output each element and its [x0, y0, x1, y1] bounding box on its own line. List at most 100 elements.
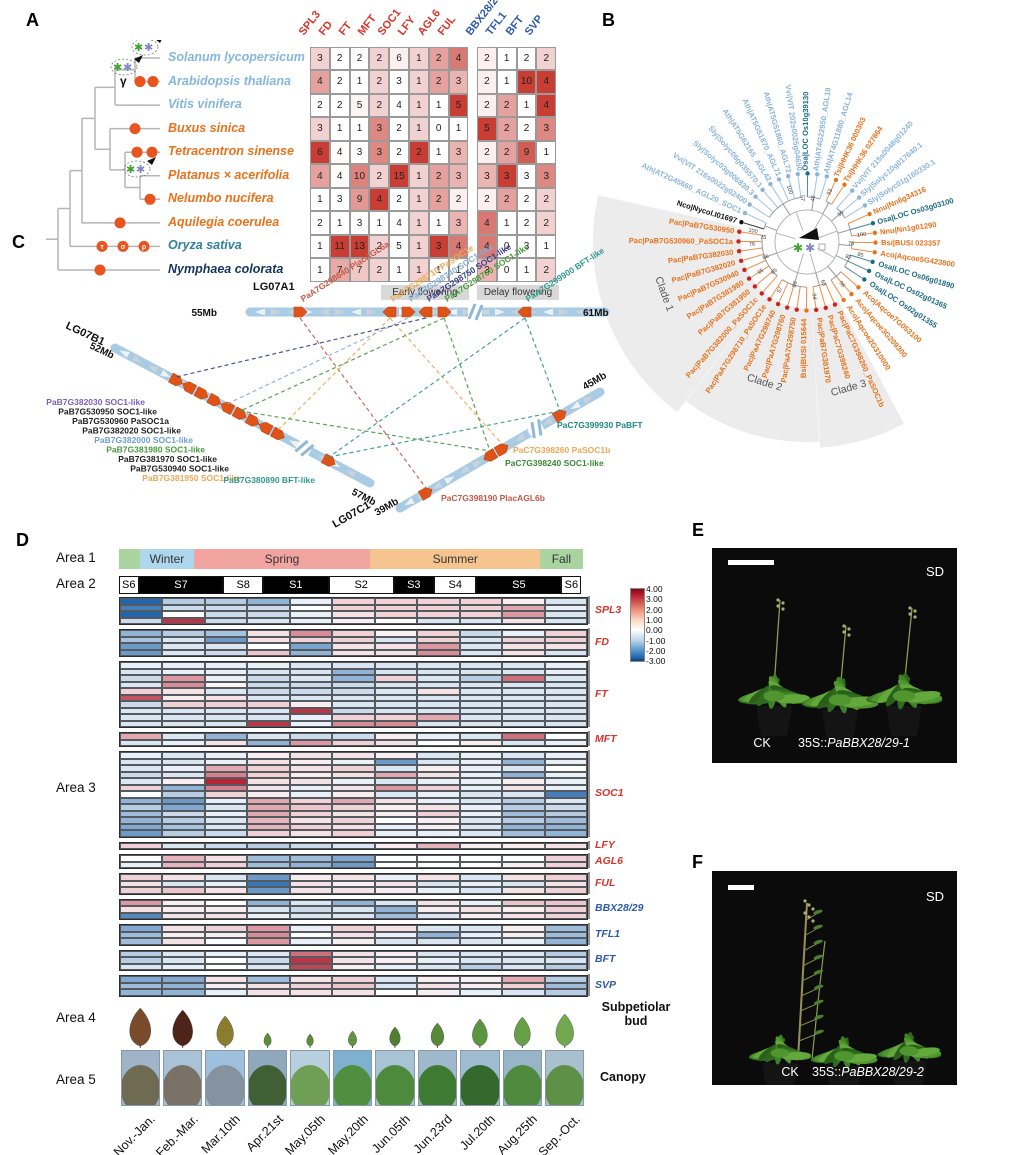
expression-cell — [417, 662, 460, 669]
canopy-photo — [332, 1050, 373, 1106]
expression-cell — [374, 989, 418, 996]
expression-cell — [204, 791, 248, 798]
expression-cell — [332, 598, 375, 605]
expression-cell — [544, 617, 587, 624]
gene-count-cell: 1 — [496, 211, 517, 235]
stage-segment: S6 — [119, 576, 139, 594]
canopy-photo — [247, 1050, 288, 1106]
expression-cell — [120, 733, 163, 740]
expression-cell — [204, 880, 248, 887]
expression-cell — [544, 630, 587, 637]
expression-cell — [374, 598, 418, 605]
purple-star-icon: ✱ — [123, 62, 132, 74]
heatmap-gene-label: SOC1 — [588, 750, 624, 837]
expression-cell — [204, 694, 248, 701]
leaf-branch — [812, 286, 817, 308]
gene-count-cell: 5 — [349, 93, 370, 118]
expression-cell — [332, 675, 375, 682]
expression-cell — [417, 681, 460, 688]
leaf-dot — [867, 211, 872, 217]
panel-e-label: E — [692, 520, 705, 540]
expression-cell — [247, 791, 290, 798]
expression-cell — [162, 778, 205, 785]
expression-cell — [247, 739, 290, 746]
expression-cell — [204, 752, 248, 759]
homology-connector — [277, 317, 391, 431]
expression-cell — [289, 668, 333, 675]
tree-spoke — [809, 253, 817, 273]
expression-cell — [374, 925, 418, 932]
expression-cell — [502, 617, 545, 624]
expression-cell — [502, 611, 545, 618]
expression-cell — [289, 830, 333, 837]
bootstrap-value: 66 — [762, 254, 770, 262]
gene-arrow — [483, 448, 499, 462]
bud-icon — [263, 1032, 272, 1047]
area-label: Area 5 — [56, 1072, 96, 1087]
expression-cell — [162, 630, 205, 637]
branch-leaf — [813, 939, 823, 945]
expression-cell — [247, 899, 290, 906]
gene-count-cell: 2 — [310, 93, 330, 118]
arrow-icon — [147, 157, 156, 165]
expression-cell — [374, 720, 418, 727]
branch-leaf — [814, 1014, 824, 1020]
gene-count-cell: 3 — [477, 258, 497, 282]
expression-cell — [502, 739, 545, 746]
expression-cell — [502, 912, 545, 919]
gene-count-cell: 0 — [428, 117, 449, 141]
expression-cell — [204, 758, 248, 765]
leaf-dot — [768, 181, 773, 187]
heatmap-block — [119, 854, 588, 869]
wgd-dot — [114, 217, 126, 229]
gene-arrow — [437, 306, 452, 318]
heatmap-gene-label: LFY — [588, 839, 615, 851]
gene-marker — [493, 443, 509, 457]
expression-cell — [502, 861, 545, 868]
expression-cell — [502, 752, 545, 759]
expression-cell — [332, 604, 375, 611]
expression-cell — [247, 982, 290, 989]
leaf-dot — [804, 308, 809, 313]
gene-count-cell: 2 — [496, 93, 517, 118]
expression-cell — [247, 912, 290, 919]
gene-marker — [193, 386, 209, 400]
expression-cell — [204, 598, 248, 605]
gene-count-cell: 1 — [448, 258, 469, 282]
tree-leaf-label: Osa|LOC Os10g39130 — [801, 92, 811, 171]
expression-cell — [332, 880, 375, 887]
expression-cell — [374, 830, 418, 837]
bootstrap-value: 95 — [757, 268, 765, 276]
gene-count-cell: 4 — [477, 234, 497, 259]
expression-cell — [332, 681, 375, 688]
expression-cell — [544, 701, 587, 708]
gene-count-cell: 1 — [369, 211, 390, 235]
expression-cell — [162, 643, 205, 650]
wgd-letter: ρ — [142, 244, 147, 251]
expression-cell — [204, 797, 248, 804]
expression-cell — [204, 823, 248, 830]
leaf-branch — [813, 176, 818, 198]
expression-cell — [247, 771, 290, 778]
flower-bud — [781, 601, 785, 605]
gene-count-cell: 4 — [389, 211, 409, 235]
gene-count-cell: 2 — [516, 187, 537, 212]
expression-cell — [374, 938, 418, 945]
expression-cell — [544, 662, 587, 669]
expression-cell — [417, 778, 460, 785]
expression-cell — [289, 855, 333, 862]
leaf-dot — [767, 297, 772, 302]
expression-cell — [544, 823, 587, 830]
expression-cell — [332, 694, 375, 701]
expression-cell — [502, 765, 545, 772]
expression-cell — [544, 791, 587, 798]
expression-cell — [374, 701, 418, 708]
gene-count-cell: 2 — [329, 93, 350, 118]
heatmap-block — [119, 924, 588, 946]
expression-cell — [332, 758, 375, 765]
gene-count-cell: 1 — [496, 46, 517, 71]
branch-leaf — [814, 999, 824, 1005]
expression-cell — [544, 842, 587, 849]
gene-count-cell: 2 — [477, 93, 497, 118]
